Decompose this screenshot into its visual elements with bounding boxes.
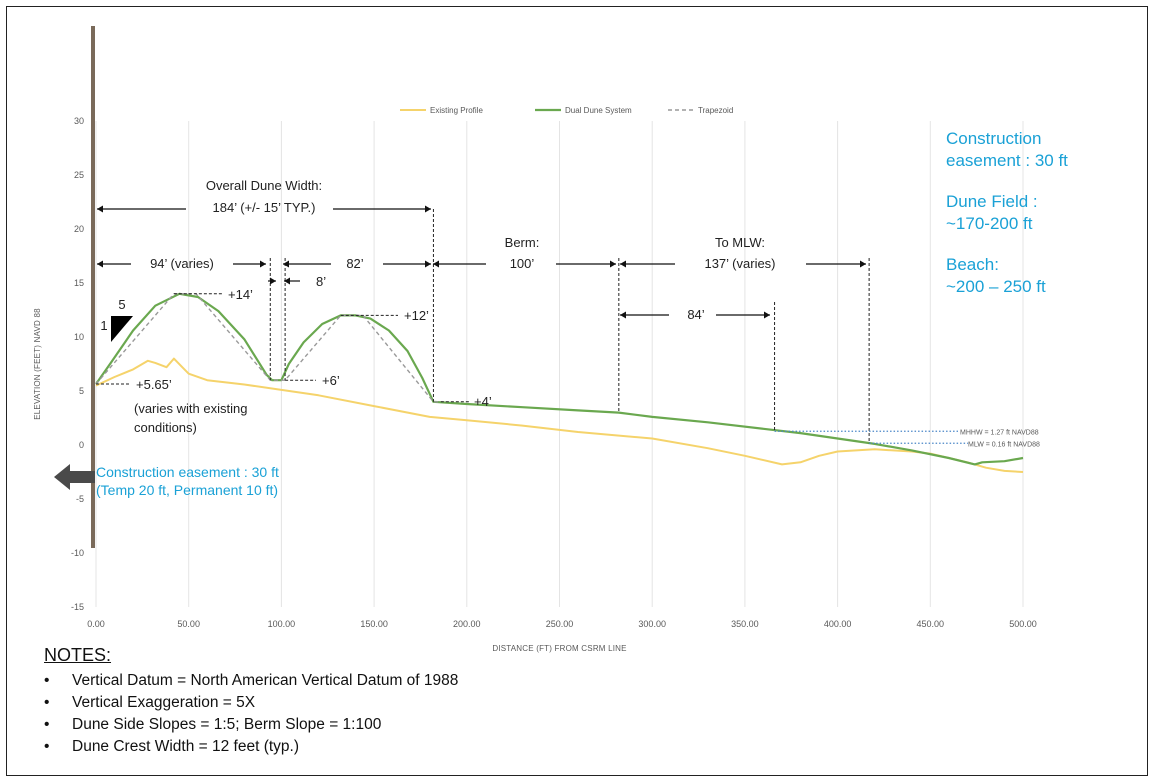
overall-width-label-2: 184’ (+/- 15’ TYP.) — [213, 200, 316, 215]
note-text: Vertical Exaggeration = 5X — [72, 694, 256, 711]
elev-4-label: +4’ — [474, 394, 492, 409]
dune-field-note-line-1: Dune Field : — [946, 192, 1038, 211]
slope-run-label: 5 — [118, 297, 125, 312]
y-tick-label: 0 — [79, 440, 84, 450]
x-tick-label: 300.00 — [638, 619, 666, 629]
mhhw-label: MHHW = 1.27 ft NAVD88 — [960, 429, 1039, 436]
dim-84-label: 84’ — [687, 307, 704, 322]
dune-field-note: Dune Field : ~170-200 ft — [946, 191, 1146, 235]
x-tick-label: 100.00 — [268, 619, 296, 629]
elev-14-label: +14’ — [228, 287, 253, 302]
bullet-icon: • — [44, 716, 50, 733]
notes-section: NOTES: • Vertical Datum = North American … — [44, 645, 458, 758]
arrow-head — [97, 205, 103, 213]
arrow-head — [764, 311, 770, 319]
legend-label: Dual Dune System — [565, 106, 632, 115]
notes-list: • Vertical Datum = North American Vertica… — [44, 670, 458, 758]
varies-note: (varies with existing conditions) — [134, 399, 247, 437]
beach-note-line-2: ~200 – 250 ft — [946, 277, 1046, 296]
dim-94-label: 94’ (varies) — [150, 256, 214, 271]
dual-dune-line — [95, 292, 1024, 466]
construction-note-line-1: Construction — [946, 129, 1042, 148]
arrow-head — [97, 260, 103, 268]
arrow-head — [260, 260, 266, 268]
x-tick-label: 0.00 — [87, 619, 105, 629]
annotation-layer: Overall Dune Width: 184’ (+/- 15’ TYP.) 94… — [54, 26, 1040, 548]
legend-label: Existing Profile — [430, 106, 483, 115]
arrow-head — [620, 260, 626, 268]
beach-note-line-1: Beach: — [946, 255, 999, 274]
x-axis-title: DISTANCE (FT) FROM CSRM LINE — [492, 644, 626, 653]
bullet-icon: • — [44, 738, 50, 755]
dune-field-note-line-2: ~170-200 ft — [946, 214, 1033, 233]
arrow-head — [284, 277, 290, 285]
x-tick-label: 400.00 — [824, 619, 852, 629]
y-axis-title: ELEVATION (FEET) NAVD 88 — [33, 308, 42, 420]
elev-565-label: +5.65’ — [136, 377, 172, 392]
grid-layer — [95, 121, 1024, 607]
note-item: • Vertical Exaggeration = 5X — [44, 692, 458, 714]
construction-note: Construction easement : 30 ft — [946, 128, 1146, 172]
x-tick-label: 250.00 — [546, 619, 574, 629]
arrow-head — [270, 277, 276, 285]
arrow-head — [610, 260, 616, 268]
easement-arrow-icon — [54, 464, 95, 490]
varies-note-line-2: conditions) — [134, 420, 197, 435]
note-item: • Dune Side Slopes = 1:5; Berm Slope = 1:… — [44, 714, 458, 736]
arrow-head — [425, 260, 431, 268]
y-tick-label: 30 — [74, 116, 84, 126]
x-tick-label: 200.00 — [453, 619, 481, 629]
arrow-head — [860, 260, 866, 268]
dim-8-label: 8’ — [316, 274, 326, 289]
note-text: Vertical Datum = North American Vertical… — [72, 672, 459, 689]
note-text: Dune Crest Width = 12 feet (typ.) — [72, 738, 299, 755]
elev-12-label: +12’ — [404, 308, 429, 323]
slope-rise-label: 1 — [100, 318, 107, 333]
bullet-icon: • — [44, 694, 50, 711]
x-tick-label: 450.00 — [917, 619, 945, 629]
legend: Existing Profile Dual Dune System Trapezoi… — [400, 106, 733, 115]
y-tick-label: 20 — [74, 224, 84, 234]
arrow-head — [425, 205, 431, 213]
x-tick-label: 150.00 — [360, 619, 388, 629]
right-notes: Construction easement : 30 ft Dune Field… — [946, 128, 1146, 317]
x-tick-label: 500.00 — [1009, 619, 1037, 629]
y-tick-label: -5 — [76, 494, 84, 504]
to-mlw-label-2: 137’ (varies) — [704, 256, 775, 271]
slope-triangle-icon — [111, 316, 133, 342]
legend-label: Trapezoid — [698, 106, 733, 115]
dim-82-label: 82’ — [346, 256, 363, 271]
arrow-head — [283, 260, 289, 268]
y-tick-label: 25 — [74, 170, 84, 180]
easement-note-line-1: Construction easement : 30 ft — [96, 464, 279, 480]
note-item: • Vertical Datum = North American Vertica… — [44, 670, 458, 692]
arrow-head — [620, 311, 626, 319]
y-tick-label: -15 — [71, 602, 84, 612]
construction-note-line-2: easement : 30 ft — [946, 151, 1068, 170]
y-tick-label: 5 — [79, 386, 84, 396]
note-item: • Dune Crest Width = 12 feet (typ.) — [44, 736, 458, 758]
y-tick-label: 15 — [74, 278, 84, 288]
bullet-icon: • — [44, 672, 50, 689]
overall-width-label-1: Overall Dune Width: — [206, 178, 322, 193]
note-text: Dune Side Slopes = 1:5; Berm Slope = 1:1… — [72, 716, 382, 733]
berm-label-1: Berm: — [505, 235, 540, 250]
mlw-label: MLW = 0.16 ft NAVD88 — [968, 441, 1040, 448]
x-tick-label: 350.00 — [731, 619, 759, 629]
varies-note-line-1: (varies with existing — [134, 401, 248, 416]
elev-6-label: +6’ — [322, 373, 340, 388]
y-tick-label: -10 — [71, 548, 84, 558]
y-tick-label: 10 — [74, 332, 84, 342]
x-tick-label: 50.00 — [177, 619, 200, 629]
axis-layer: 0.00 50.00 100.00 150.00 200.00 250.00 300.00 3… — [33, 116, 1037, 653]
figure-frame — [6, 6, 1148, 776]
arrow-head — [433, 260, 439, 268]
to-mlw-label-1: To MLW: — [715, 235, 765, 250]
easement-note-line-2: (Temp 20 ft, Permanent 10 ft) — [96, 482, 279, 498]
berm-label-2: 100’ — [510, 256, 535, 271]
easement-note: Construction easement : 30 ft (Temp 20 f… — [96, 463, 279, 499]
notes-title: NOTES: — [44, 645, 112, 665]
beach-note: Beach: ~200 – 250 ft — [946, 254, 1146, 298]
